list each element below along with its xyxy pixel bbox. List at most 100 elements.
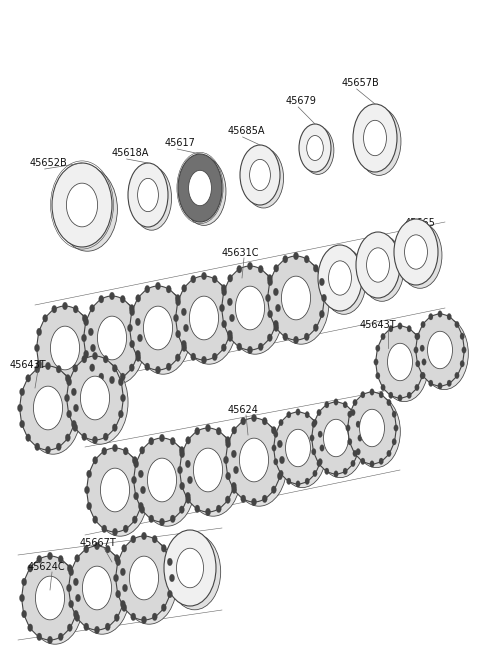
Ellipse shape bbox=[313, 324, 318, 331]
Ellipse shape bbox=[189, 170, 211, 206]
Ellipse shape bbox=[120, 568, 125, 576]
Text: 45643T: 45643T bbox=[10, 360, 47, 370]
Ellipse shape bbox=[310, 435, 314, 441]
Ellipse shape bbox=[65, 434, 70, 441]
Ellipse shape bbox=[133, 460, 139, 468]
Ellipse shape bbox=[273, 260, 329, 344]
Ellipse shape bbox=[279, 419, 283, 426]
Ellipse shape bbox=[287, 478, 291, 485]
Ellipse shape bbox=[262, 495, 267, 502]
Ellipse shape bbox=[231, 482, 236, 490]
Ellipse shape bbox=[137, 334, 143, 342]
Text: 45631C: 45631C bbox=[222, 248, 260, 258]
Ellipse shape bbox=[312, 402, 360, 474]
Ellipse shape bbox=[34, 386, 62, 430]
Ellipse shape bbox=[103, 356, 108, 363]
Ellipse shape bbox=[348, 411, 352, 417]
Ellipse shape bbox=[229, 314, 235, 322]
Ellipse shape bbox=[258, 265, 263, 273]
Ellipse shape bbox=[305, 478, 309, 485]
Ellipse shape bbox=[387, 343, 412, 381]
Ellipse shape bbox=[56, 365, 61, 373]
Ellipse shape bbox=[52, 383, 57, 390]
Ellipse shape bbox=[360, 392, 365, 398]
Ellipse shape bbox=[348, 439, 352, 445]
Ellipse shape bbox=[222, 288, 227, 295]
Ellipse shape bbox=[82, 314, 87, 322]
Ellipse shape bbox=[219, 304, 225, 312]
Ellipse shape bbox=[274, 431, 278, 438]
Ellipse shape bbox=[37, 306, 93, 390]
Ellipse shape bbox=[212, 353, 217, 361]
Ellipse shape bbox=[145, 286, 150, 293]
Ellipse shape bbox=[43, 374, 48, 381]
Ellipse shape bbox=[93, 436, 97, 444]
Ellipse shape bbox=[405, 235, 427, 269]
Ellipse shape bbox=[36, 360, 42, 368]
Ellipse shape bbox=[140, 447, 145, 454]
Ellipse shape bbox=[312, 449, 316, 455]
Ellipse shape bbox=[131, 535, 136, 543]
Ellipse shape bbox=[20, 421, 24, 428]
Text: 45652B: 45652B bbox=[30, 158, 68, 168]
Ellipse shape bbox=[276, 304, 280, 312]
Ellipse shape bbox=[216, 428, 221, 435]
Ellipse shape bbox=[267, 274, 272, 282]
Ellipse shape bbox=[226, 440, 231, 448]
Ellipse shape bbox=[186, 496, 191, 504]
Ellipse shape bbox=[28, 565, 33, 572]
Ellipse shape bbox=[116, 590, 120, 598]
Ellipse shape bbox=[88, 360, 94, 368]
Ellipse shape bbox=[87, 448, 143, 532]
Ellipse shape bbox=[268, 278, 273, 286]
Ellipse shape bbox=[313, 265, 318, 272]
Ellipse shape bbox=[353, 400, 357, 406]
Ellipse shape bbox=[374, 359, 378, 365]
Ellipse shape bbox=[132, 476, 136, 484]
Ellipse shape bbox=[145, 363, 150, 371]
Ellipse shape bbox=[20, 366, 76, 450]
Ellipse shape bbox=[272, 445, 276, 451]
Ellipse shape bbox=[95, 626, 99, 634]
Ellipse shape bbox=[50, 326, 80, 370]
Ellipse shape bbox=[302, 126, 334, 174]
Ellipse shape bbox=[99, 373, 104, 381]
Ellipse shape bbox=[324, 419, 348, 457]
Ellipse shape bbox=[265, 294, 271, 302]
Ellipse shape bbox=[322, 294, 326, 302]
Ellipse shape bbox=[129, 364, 134, 371]
Ellipse shape bbox=[240, 145, 280, 205]
Ellipse shape bbox=[351, 460, 355, 467]
Ellipse shape bbox=[83, 566, 111, 610]
Ellipse shape bbox=[64, 394, 70, 402]
Ellipse shape bbox=[105, 546, 110, 553]
Ellipse shape bbox=[75, 555, 80, 562]
Ellipse shape bbox=[100, 468, 130, 512]
Ellipse shape bbox=[319, 310, 324, 318]
Ellipse shape bbox=[58, 167, 118, 252]
Ellipse shape bbox=[175, 354, 180, 362]
Ellipse shape bbox=[133, 493, 139, 500]
Text: 45665: 45665 bbox=[405, 218, 436, 228]
Ellipse shape bbox=[277, 440, 282, 448]
Ellipse shape bbox=[170, 515, 175, 523]
Ellipse shape bbox=[363, 121, 386, 156]
Ellipse shape bbox=[75, 614, 80, 622]
Ellipse shape bbox=[132, 166, 172, 230]
Ellipse shape bbox=[37, 555, 42, 563]
Ellipse shape bbox=[48, 636, 52, 644]
Ellipse shape bbox=[56, 443, 61, 451]
Ellipse shape bbox=[69, 568, 73, 576]
Ellipse shape bbox=[324, 468, 329, 474]
Ellipse shape bbox=[205, 508, 211, 515]
Ellipse shape bbox=[343, 402, 348, 408]
Ellipse shape bbox=[99, 295, 104, 303]
Ellipse shape bbox=[72, 421, 76, 428]
Ellipse shape bbox=[86, 502, 92, 510]
Ellipse shape bbox=[212, 275, 217, 283]
Ellipse shape bbox=[202, 356, 206, 364]
Ellipse shape bbox=[226, 472, 231, 480]
Ellipse shape bbox=[334, 471, 338, 477]
Ellipse shape bbox=[181, 308, 186, 316]
Ellipse shape bbox=[175, 295, 180, 302]
